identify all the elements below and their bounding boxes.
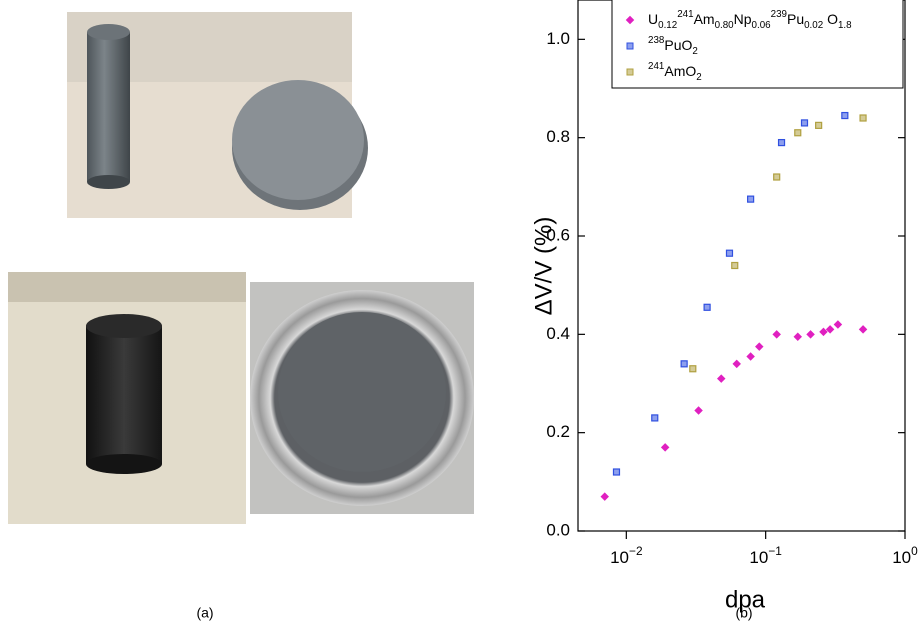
data-point	[731, 261, 739, 270]
x-tick-label: 100	[892, 544, 918, 567]
data-point	[815, 121, 823, 129]
data-point	[725, 249, 734, 257]
data-point	[773, 173, 781, 181]
data-point	[755, 342, 764, 351]
legend-box	[611, 0, 904, 89]
legend-label: 241AmO2	[648, 61, 702, 83]
data-point	[825, 325, 835, 334]
x-tick-label: 10−1	[749, 544, 782, 567]
legend-label: 238PuO2	[648, 35, 698, 57]
data-point	[732, 359, 741, 369]
legend-label: U0.12241Am0.80Np0.06239Pu0.02 O1.8	[648, 9, 852, 31]
x-tick-label: 10−2	[610, 544, 643, 567]
y-axis-title: ΔV/V (%)	[530, 217, 557, 316]
data-point	[703, 303, 711, 311]
data-point	[772, 330, 781, 339]
y-tick-label: 0.4	[546, 324, 570, 343]
data-point	[612, 468, 621, 476]
data-point	[777, 138, 786, 147]
data-point	[694, 406, 703, 415]
y-tick-label: 0.2	[546, 422, 570, 441]
data-point	[858, 325, 868, 334]
data-point	[859, 114, 867, 122]
data-point	[680, 360, 688, 368]
data-point	[689, 365, 697, 373]
photo-top	[67, 12, 368, 218]
data-point	[841, 111, 849, 120]
data-point	[800, 119, 809, 127]
data-point	[819, 327, 828, 337]
data-point	[794, 129, 802, 137]
data-point	[746, 352, 755, 361]
legend-marker	[626, 42, 634, 50]
y-tick-label: 0.0	[546, 520, 570, 539]
data-point	[651, 414, 659, 422]
legend-marker	[626, 68, 634, 76]
y-tick-label: 0.6	[546, 225, 570, 244]
x-axis-title: dpa	[725, 586, 766, 613]
data-point	[833, 320, 843, 329]
panel-label: (a)	[196, 605, 213, 621]
data-point	[717, 374, 726, 383]
data-point	[806, 330, 815, 339]
data-point	[660, 443, 670, 452]
data-point	[793, 332, 803, 342]
photo-bottom-right	[250, 282, 474, 514]
y-tick-label: 0.8	[546, 127, 570, 146]
data-point	[600, 492, 609, 501]
y-tick-label: 1.0	[546, 29, 570, 48]
photo-bottom-left	[8, 272, 246, 524]
plot-frame	[577, 0, 906, 532]
data-point	[747, 195, 755, 203]
panel-label: (b)	[735, 605, 752, 621]
